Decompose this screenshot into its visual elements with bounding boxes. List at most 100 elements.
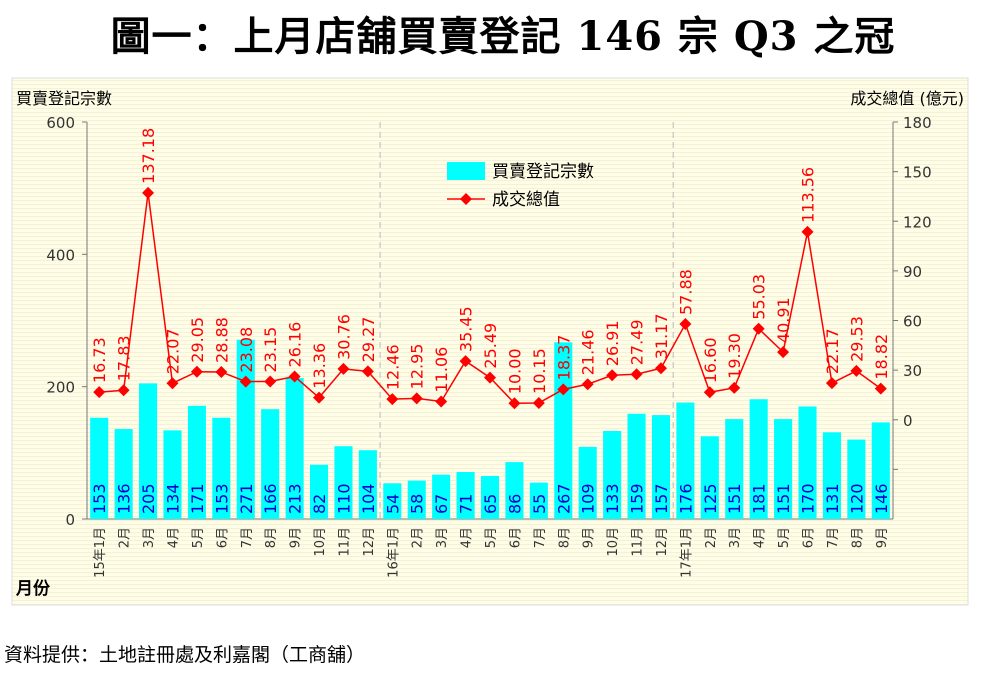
line-label: 35.45 xyxy=(457,306,476,352)
right-tick-label: 90 xyxy=(903,263,922,281)
bar-label: 153 xyxy=(212,483,231,514)
line-label: 22.17 xyxy=(823,328,842,374)
bar xyxy=(798,406,817,519)
bar xyxy=(309,464,329,519)
x-tick-label: 2月 xyxy=(411,527,426,548)
line-label: 137.18 xyxy=(139,128,158,184)
x-tick-label: 9月 xyxy=(875,527,890,548)
x-tick-label: 3月 xyxy=(142,527,157,548)
bar xyxy=(554,342,573,519)
line-label: 25.49 xyxy=(481,323,500,369)
line-label: 18.37 xyxy=(554,335,573,381)
line-marker xyxy=(239,375,252,388)
line-label: 23.15 xyxy=(261,327,280,373)
bar xyxy=(285,378,304,519)
bar xyxy=(163,430,182,519)
x-tick-label: 12月 xyxy=(362,527,377,557)
bar xyxy=(114,429,133,519)
line-marker xyxy=(752,322,765,335)
line-label: 28.88 xyxy=(212,317,231,363)
line-label: 30.76 xyxy=(334,314,353,360)
line-marker xyxy=(166,377,179,390)
line-marker xyxy=(264,375,277,388)
bar-label: 104 xyxy=(359,483,378,514)
line-marker xyxy=(313,391,326,404)
x-tick-label: 9月 xyxy=(582,527,597,548)
page-title: 圖一：上月店舖買賣登記 146 宗 Q3 之冠 xyxy=(110,13,896,60)
bar xyxy=(749,399,768,519)
bar xyxy=(774,419,793,519)
bar xyxy=(627,413,646,519)
right-tick-label: 30 xyxy=(903,362,922,380)
right-tick-label: 120 xyxy=(903,213,932,231)
line-label: 21.46 xyxy=(579,329,598,375)
bar-label: 146 xyxy=(872,483,891,514)
x-tick-label: 7月 xyxy=(533,527,548,548)
bar xyxy=(505,462,524,519)
right-axis-title: 成交總值 (億元) xyxy=(850,89,964,108)
bar-label: 125 xyxy=(701,483,720,514)
bar xyxy=(456,472,475,519)
x-tick-label: 5月 xyxy=(484,527,499,548)
bar-label: 159 xyxy=(628,483,647,514)
bar-label: 136 xyxy=(115,483,134,514)
line-marker xyxy=(850,364,863,377)
bar-label: 110 xyxy=(334,483,353,514)
line-marker xyxy=(361,365,374,378)
right-tick-label: 150 xyxy=(903,164,932,182)
bar-label: 151 xyxy=(774,483,793,514)
line-label: 29.05 xyxy=(188,317,207,363)
line-label: 17.83 xyxy=(115,335,134,381)
bar-label: 65 xyxy=(481,494,500,514)
x-tick-label: 8月 xyxy=(264,527,279,548)
line-label: 12.95 xyxy=(408,344,427,390)
bar-label: 157 xyxy=(652,483,671,514)
x-tick-label: 4月 xyxy=(753,527,768,548)
line-marker xyxy=(679,318,692,331)
bar-label: 109 xyxy=(579,483,598,514)
line-marker xyxy=(532,396,545,409)
x-tick-label: 15年1月 xyxy=(93,527,108,578)
line-label: 29.27 xyxy=(359,317,378,363)
left-axis-title: 買賣登記宗數 xyxy=(16,89,112,108)
x-tick-label: 6月 xyxy=(215,527,230,548)
x-tick-label: 2月 xyxy=(704,527,719,548)
bar-label: 58 xyxy=(408,494,427,514)
right-tick-label: 180 xyxy=(903,114,932,132)
line-label: 26.16 xyxy=(286,322,305,368)
bar-label: 205 xyxy=(139,483,158,514)
bar-label: 133 xyxy=(603,483,622,514)
line-marker xyxy=(215,365,228,378)
line-marker xyxy=(410,392,423,405)
line-label: 26.91 xyxy=(603,320,622,366)
bar-label: 55 xyxy=(530,494,549,514)
line-marker xyxy=(459,355,472,368)
line-label: 57.88 xyxy=(676,269,695,315)
line-marker xyxy=(874,382,887,395)
x-tick-label: 7月 xyxy=(826,527,841,548)
x-tick-label: 8月 xyxy=(557,527,572,548)
line-marker xyxy=(142,186,155,199)
bar xyxy=(871,422,890,519)
x-tick-label: 4月 xyxy=(460,527,475,548)
bar-label: 170 xyxy=(799,483,818,514)
bar xyxy=(725,419,744,519)
line-label: 22.07 xyxy=(163,328,182,374)
x-tick-label: 11月 xyxy=(337,527,352,557)
bar xyxy=(529,482,548,519)
line-marker xyxy=(777,346,790,359)
x-tick-label: 8月 xyxy=(850,527,865,548)
x-tick-label: 6月 xyxy=(802,527,817,548)
line-marker xyxy=(825,377,838,390)
bar xyxy=(651,415,671,519)
line-label: 19.30 xyxy=(725,333,744,379)
bar xyxy=(603,430,622,519)
line-marker xyxy=(435,395,448,408)
bar-label: 71 xyxy=(457,494,476,514)
line-marker xyxy=(190,365,203,378)
bar-label: 171 xyxy=(188,483,207,514)
line-marker xyxy=(484,371,496,384)
bar-label: 267 xyxy=(554,483,573,514)
bar xyxy=(236,339,255,519)
bar xyxy=(187,405,206,519)
